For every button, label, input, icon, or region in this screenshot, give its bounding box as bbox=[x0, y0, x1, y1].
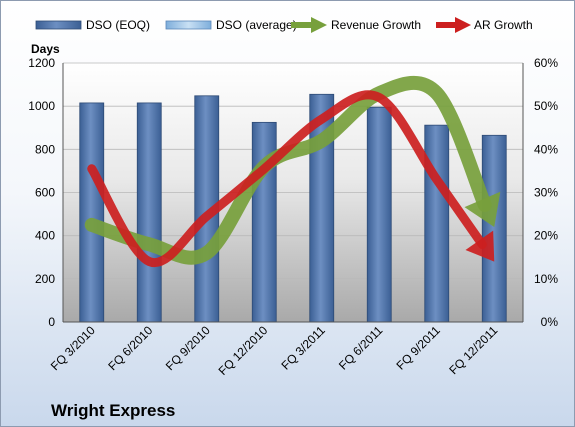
bar-dso-eoq bbox=[481, 134, 507, 323]
x-tick-label: FQ 12/2010 bbox=[216, 323, 271, 378]
y2-tick-label: 20% bbox=[534, 229, 558, 243]
y2-axis-ticks: 0% 10% 20% 30% 40% 50% 60% bbox=[534, 56, 558, 329]
arrowhead-ar-growth bbox=[465, 230, 495, 262]
bar-dso-eoq bbox=[79, 102, 105, 323]
y2-tick-label: 0% bbox=[541, 315, 559, 329]
y-tick-label: 0 bbox=[48, 315, 55, 329]
x-tick-label: FQ 6/2010 bbox=[105, 323, 155, 373]
x-tick-label: FQ 3/2010 bbox=[48, 323, 98, 373]
legend-swatch-dso-average bbox=[165, 20, 212, 30]
bar-dso-eoq bbox=[136, 102, 162, 323]
y-tick-label: 1200 bbox=[28, 56, 55, 70]
x-axis-ticks: FQ 3/2010 FQ 6/2010 FQ 9/2010 FQ 12/2010 FQ … bbox=[48, 323, 501, 378]
line-ar-growth bbox=[87, 90, 487, 268]
line-revenue-growth bbox=[84, 75, 492, 265]
legend-label-ar-growth: AR Growth bbox=[474, 18, 533, 32]
legend-label-dso-eoq: DSO (EOQ) bbox=[86, 18, 150, 32]
x-tick-label: FQ 9/2011 bbox=[394, 323, 444, 373]
x-tick-label: FQ 6/2011 bbox=[336, 323, 386, 373]
y-axis-ticks: 0 200 400 600 800 1000 1200 bbox=[28, 56, 55, 329]
legend-label-dso-average: DSO (average) bbox=[216, 18, 297, 32]
y2-tick-label: 10% bbox=[534, 272, 558, 286]
y-tick-label: 400 bbox=[35, 229, 55, 243]
y2-tick-label: 60% bbox=[534, 56, 558, 70]
y-tick-label: 800 bbox=[35, 142, 55, 156]
legend-label-revenue-growth: Revenue Growth bbox=[331, 18, 421, 32]
y-tick-label: 600 bbox=[35, 186, 55, 200]
legend-arrow-ar-growth bbox=[436, 17, 471, 33]
x-tick-label: FQ 9/2010 bbox=[163, 323, 213, 373]
y-tick-label: 200 bbox=[35, 272, 55, 286]
bar-dso-eoq bbox=[424, 124, 450, 323]
y2-tick-label: 30% bbox=[534, 186, 558, 200]
y2-tick-label: 50% bbox=[534, 99, 558, 113]
legend-swatch-dso-eoq bbox=[35, 20, 82, 30]
legend: DSO (EOQ) DSO (average) Revenue Growth A… bbox=[35, 17, 533, 33]
bar-dso-eoq bbox=[366, 106, 392, 323]
chart-title: Wright Express bbox=[51, 401, 175, 420]
x-tick-label: FQ 3/2011 bbox=[279, 323, 329, 373]
y-tick-label: 1000 bbox=[28, 99, 55, 113]
legend-arrow-revenue-growth bbox=[291, 17, 327, 33]
x-tick-label: FQ 12/2011 bbox=[446, 323, 500, 377]
growth-lines bbox=[84, 75, 501, 268]
arrowhead-revenue-growth bbox=[464, 191, 501, 228]
y-axis-title: Days bbox=[31, 42, 60, 56]
y2-tick-label: 40% bbox=[534, 142, 558, 156]
